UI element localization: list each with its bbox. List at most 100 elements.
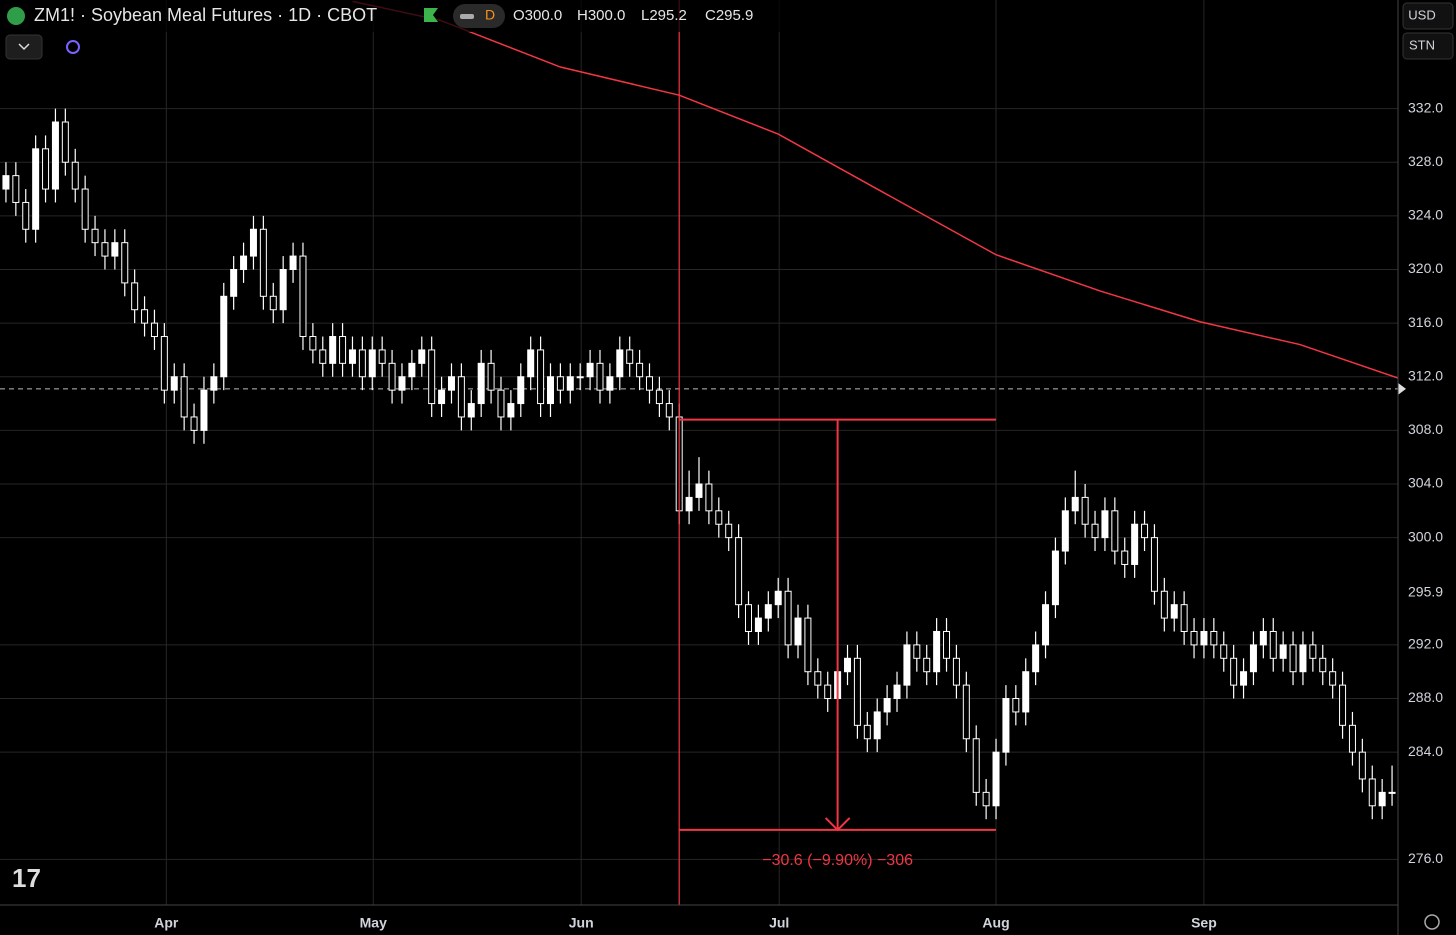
candle-body xyxy=(1121,550,1129,565)
x-tick-label: May xyxy=(360,915,387,931)
candle-body xyxy=(1388,791,1396,794)
sync-icon[interactable] xyxy=(66,40,80,54)
candle-body xyxy=(1091,523,1099,539)
candle-body xyxy=(339,336,347,364)
candle-body xyxy=(190,416,198,431)
candle-body xyxy=(91,228,99,244)
candle-body xyxy=(527,349,535,378)
candle-body xyxy=(1299,644,1307,673)
badge-icon xyxy=(460,14,474,19)
candle-body xyxy=(715,510,723,525)
candle-body xyxy=(279,268,287,311)
chevron xyxy=(18,43,30,51)
candle-body xyxy=(923,657,931,673)
candle-body xyxy=(1358,751,1366,780)
candle-body xyxy=(249,228,257,257)
candle-body xyxy=(952,657,960,686)
ohlc-legend: O300.0 H300.0 L295.2 C295.9 xyxy=(513,7,753,24)
unit-label[interactable]: STN xyxy=(1409,37,1435,52)
candle-body xyxy=(32,148,40,230)
candle-body xyxy=(626,349,634,364)
candle-body xyxy=(893,684,901,700)
x-tick-label: Jul xyxy=(769,915,789,931)
candle-body xyxy=(774,590,782,606)
symbol-title[interactable]: ZM1! · Soybean Meal Futures · 1D · CBOT xyxy=(34,5,377,25)
candle-body xyxy=(794,617,802,646)
candle-body xyxy=(537,349,545,405)
candle-body xyxy=(269,295,277,311)
candle-body xyxy=(428,349,436,405)
candle-body xyxy=(111,242,119,257)
candle-body xyxy=(913,644,921,659)
candle-body xyxy=(418,349,426,364)
candle-body xyxy=(289,255,297,270)
candle-body xyxy=(1160,590,1168,619)
candle-body xyxy=(695,483,703,498)
collapse-button[interactable] xyxy=(5,34,43,60)
badge[interactable] xyxy=(453,4,505,28)
candle-body xyxy=(1131,523,1139,565)
ohlc-value: H300.0 xyxy=(577,7,625,24)
candle-body xyxy=(210,376,218,391)
candle-body xyxy=(665,403,673,418)
candle-body xyxy=(636,362,644,378)
candle-body xyxy=(299,255,307,338)
candle-body xyxy=(1319,657,1327,673)
plot xyxy=(0,0,1406,905)
candle-body xyxy=(1111,510,1119,552)
candle-body xyxy=(863,724,871,740)
candle-body xyxy=(1200,630,1208,646)
settings-icon[interactable] xyxy=(1424,914,1440,930)
candle-body xyxy=(517,376,525,405)
x-tick-label: Apr xyxy=(154,915,179,931)
candle-body xyxy=(1042,604,1050,646)
candle-body xyxy=(873,711,881,740)
candle-body xyxy=(705,483,713,512)
candle-body xyxy=(1051,550,1059,606)
candle-body xyxy=(329,336,337,364)
y-tick-label: 288.0 xyxy=(1408,689,1443,705)
y-tick-label: 304.0 xyxy=(1408,475,1443,491)
candle-body xyxy=(745,604,753,632)
candle-body xyxy=(1240,671,1248,686)
candle-body xyxy=(992,751,1000,807)
candle-body xyxy=(596,362,604,391)
candle-body xyxy=(685,496,693,512)
currency[interactable]: USD xyxy=(1408,7,1435,22)
candle-body xyxy=(903,644,911,686)
moving-average xyxy=(352,0,1399,379)
x-tick-label: Aug xyxy=(982,915,1009,931)
candle-body xyxy=(1141,523,1149,539)
candle-body xyxy=(586,362,594,378)
candle-body xyxy=(467,403,475,418)
tv-logo[interactable]: 17 xyxy=(12,863,41,893)
candle-body xyxy=(1329,671,1337,686)
candle-body xyxy=(556,376,564,391)
interval-badge[interactable]: D xyxy=(485,7,495,23)
candle-body xyxy=(933,630,941,673)
y-tick-label: 328.0 xyxy=(1408,153,1443,169)
candle-body xyxy=(319,349,327,364)
candle-body xyxy=(1032,644,1040,673)
candle-body xyxy=(497,389,505,418)
unit-button[interactable] xyxy=(1402,32,1454,60)
currency-button[interactable] xyxy=(1402,2,1454,30)
candle-body xyxy=(51,121,59,190)
x-tick-label: Jun xyxy=(569,915,594,931)
flag-icon[interactable] xyxy=(424,8,438,22)
symbol-icon[interactable] xyxy=(7,7,25,25)
candle-body xyxy=(180,376,188,418)
candle-body xyxy=(1210,630,1218,646)
candle-body xyxy=(1220,644,1228,659)
candle-body xyxy=(814,671,822,686)
candle-body xyxy=(735,537,743,606)
candle-body xyxy=(22,201,30,230)
candle-body xyxy=(1071,496,1079,512)
dashed-price-marker xyxy=(1398,382,1406,395)
candle-body xyxy=(121,242,129,284)
ohlc-value: C295.9 xyxy=(705,7,753,24)
candle-body xyxy=(1348,724,1356,753)
candle-body xyxy=(309,336,317,351)
candle-body xyxy=(259,228,267,297)
y-tick-label: 308.0 xyxy=(1408,421,1443,437)
